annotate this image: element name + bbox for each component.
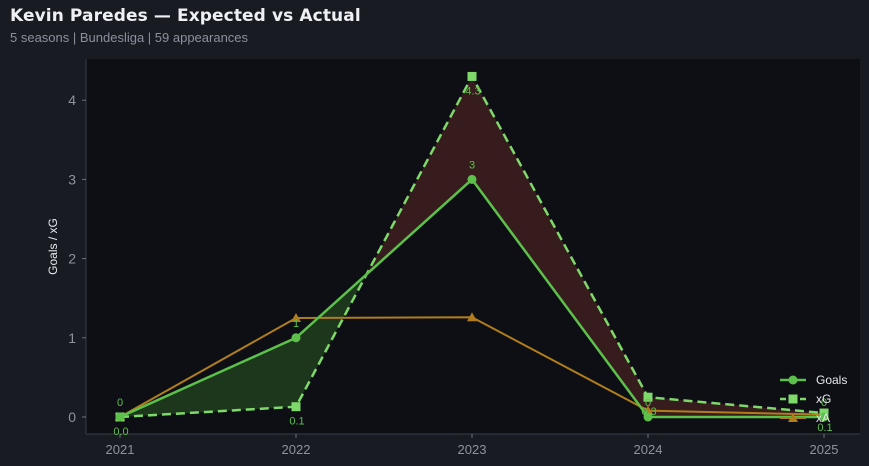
y-axis-label: Goals / xG <box>46 218 60 275</box>
legend-xa-marker <box>788 413 798 422</box>
goals-data-label: 1 <box>293 318 299 330</box>
underperformance-fill <box>472 76 648 417</box>
legend-xg-marker <box>788 394 798 404</box>
goals-data-label: 0 <box>117 397 123 409</box>
x-tick-label: 2022 <box>282 442 311 457</box>
goals-data-label: 0 <box>821 397 827 409</box>
x-tick-label: 2023 <box>458 442 487 457</box>
xg-data-label: 0.1 <box>289 416 304 428</box>
goals-marker <box>115 412 125 422</box>
y-tick-label: 4 <box>68 92 76 108</box>
goals-marker <box>467 174 477 184</box>
x-tick-label: 2024 <box>634 442 663 457</box>
xa-marker <box>291 313 301 322</box>
goals-marker <box>291 333 301 343</box>
xg-data-label: 0.0 <box>113 426 128 438</box>
legend-label: xG <box>816 392 831 406</box>
legend-label: Goals <box>816 373 847 387</box>
x-tick-label: 2025 <box>810 442 839 457</box>
y-tick-label: 2 <box>68 251 76 267</box>
y-tick-label: 1 <box>68 330 76 346</box>
xg-marker <box>467 71 477 81</box>
x-tick-label: 2021 <box>106 442 135 457</box>
goals-data-label: 3 <box>469 159 475 171</box>
y-tick-label: 0 <box>68 409 76 425</box>
xa-marker <box>467 312 477 322</box>
xg-data-label: 4.3 <box>465 85 480 97</box>
xg-data-label: 0.1 <box>817 422 832 434</box>
chart-subtitle: 5 seasons | Bundesliga | 59 appearances <box>10 30 249 45</box>
xg-data-label: 0.3 <box>641 406 656 418</box>
goals-marker <box>819 412 829 422</box>
chart-title: Kevin Paredes — Expected vs Actual <box>10 6 361 26</box>
goals-marker <box>643 412 653 422</box>
xg-marker <box>291 402 301 412</box>
legend-label: xA <box>816 411 830 425</box>
xg-marker <box>643 392 653 402</box>
legend-goals-marker <box>788 375 798 385</box>
y-tick-label: 3 <box>68 171 76 187</box>
goals-data-label: 0 <box>645 397 651 409</box>
